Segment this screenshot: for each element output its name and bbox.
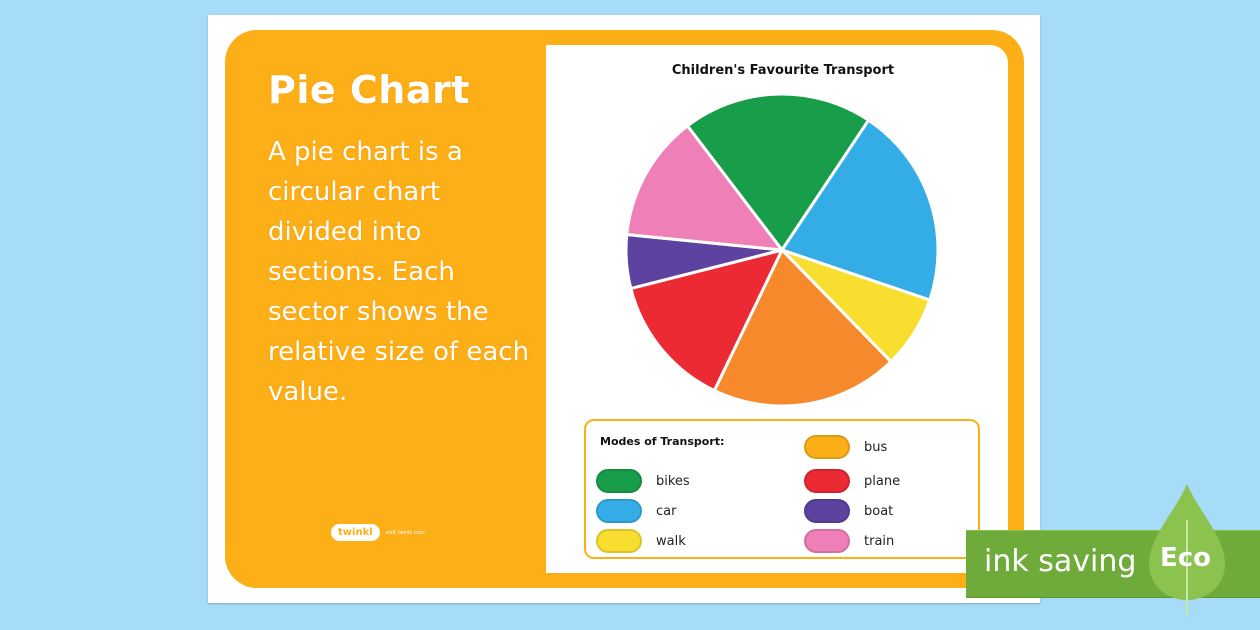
pie-chart (624, 92, 940, 408)
swatch-bikes (596, 469, 642, 493)
legend-label: bus (864, 439, 888, 455)
legend: Modes of Transport: bikes car walk bus (584, 419, 980, 559)
legend-item-bus: bus (804, 435, 887, 459)
legend-item-walk: walk (596, 529, 686, 553)
legend-item-bikes: bikes (596, 469, 690, 493)
legend-title: Modes of Transport: (600, 435, 725, 448)
legend-label: car (656, 503, 677, 519)
legend-label: walk (656, 533, 686, 549)
twinkl-logo: twinkl visit twinkl.com (331, 524, 425, 541)
legend-item-train: train (804, 529, 894, 553)
pie-slice-car (780, 118, 940, 302)
legend-label: boat (864, 503, 894, 519)
swatch-bus (804, 435, 850, 459)
swatch-boat (804, 499, 850, 523)
poster-title: Pie Chart (268, 68, 470, 112)
logo-url: visit twinkl.com (385, 529, 425, 536)
leaf-icon (1149, 484, 1225, 615)
eco-label: Eco (1160, 543, 1212, 573)
orange-frame: Pie Chart A pie chart is a circular char… (225, 30, 1024, 588)
legend-item-car: car (596, 499, 676, 523)
pie-slice-bus (712, 248, 893, 408)
swatch-plane (804, 469, 850, 493)
legend-item-boat: boat (804, 499, 893, 523)
swatch-walk (596, 529, 642, 553)
chart-title: Children's Favourite Transport (671, 63, 895, 78)
pie-slice-train (625, 124, 784, 252)
twinkl-cloud-icon: twinkl (331, 524, 380, 541)
legend-label: train (864, 533, 895, 549)
chart-panel: Children's Favourite Transport Modes of … (546, 45, 1008, 573)
legend-item-plane: plane (804, 469, 900, 493)
poster-description: A pie chart is a circular chart divided … (268, 137, 530, 407)
swatch-train (804, 529, 850, 553)
swatch-car (596, 499, 642, 523)
ink-saving-text: ink saving (984, 544, 1137, 579)
pie-slice-bikes (685, 92, 871, 252)
legend-label: bikes (656, 473, 690, 489)
worksheet-page: Pie Chart A pie chart is a circular char… (208, 15, 1040, 603)
legend-label: plane (864, 473, 901, 489)
pie-slice-plane (629, 248, 784, 393)
